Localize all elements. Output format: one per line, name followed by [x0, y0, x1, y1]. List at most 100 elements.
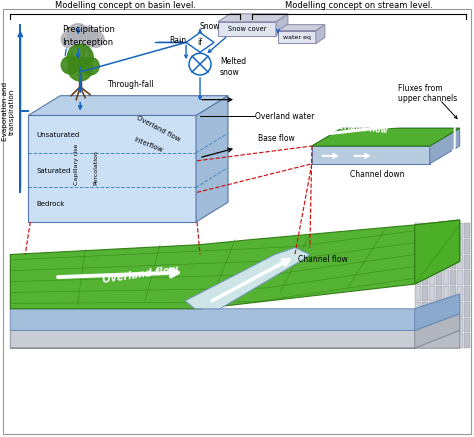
- Polygon shape: [428, 239, 435, 253]
- Polygon shape: [436, 223, 442, 238]
- Polygon shape: [456, 302, 463, 317]
- Polygon shape: [443, 286, 449, 301]
- Polygon shape: [10, 330, 460, 348]
- Polygon shape: [316, 24, 325, 43]
- Polygon shape: [456, 239, 463, 253]
- Polygon shape: [443, 271, 449, 285]
- Polygon shape: [464, 333, 470, 348]
- Text: Evaporation and
transpiration: Evaporation and transpiration: [2, 82, 15, 141]
- Polygon shape: [450, 286, 456, 301]
- Polygon shape: [443, 223, 449, 238]
- Polygon shape: [422, 302, 428, 317]
- Text: Rain: Rain: [170, 36, 187, 45]
- Text: Overland flow: Overland flow: [135, 114, 181, 142]
- Polygon shape: [464, 286, 470, 301]
- Polygon shape: [456, 333, 463, 348]
- Polygon shape: [415, 223, 421, 238]
- Polygon shape: [436, 271, 442, 285]
- Circle shape: [68, 57, 92, 81]
- Polygon shape: [436, 302, 442, 317]
- Polygon shape: [450, 302, 456, 317]
- Polygon shape: [422, 223, 428, 238]
- Polygon shape: [456, 318, 463, 333]
- Polygon shape: [456, 223, 463, 238]
- Polygon shape: [450, 333, 456, 348]
- Circle shape: [88, 31, 104, 47]
- Polygon shape: [428, 318, 435, 333]
- Circle shape: [61, 31, 79, 49]
- Circle shape: [75, 35, 91, 51]
- Polygon shape: [415, 286, 421, 301]
- Polygon shape: [450, 239, 456, 253]
- Polygon shape: [415, 271, 421, 285]
- Polygon shape: [10, 294, 460, 330]
- Text: Overland flow: Overland flow: [326, 121, 387, 135]
- Polygon shape: [464, 254, 470, 269]
- Text: water eq: water eq: [283, 35, 311, 40]
- Text: Modelling concept on stream level.: Modelling concept on stream level.: [285, 1, 433, 10]
- Text: Snow: Snow: [200, 22, 220, 31]
- Polygon shape: [428, 302, 435, 317]
- Circle shape: [67, 24, 89, 45]
- Polygon shape: [415, 302, 421, 317]
- Polygon shape: [186, 32, 214, 52]
- Polygon shape: [428, 333, 435, 348]
- Polygon shape: [422, 239, 428, 253]
- Text: Bedrock: Bedrock: [36, 201, 64, 207]
- Polygon shape: [450, 271, 456, 285]
- Polygon shape: [464, 271, 470, 285]
- Text: Interception: Interception: [63, 38, 114, 47]
- Polygon shape: [278, 31, 316, 43]
- Text: Overland water: Overland water: [255, 112, 314, 121]
- Polygon shape: [312, 146, 430, 164]
- Text: Through-fall: Through-fall: [108, 80, 155, 89]
- Polygon shape: [443, 239, 449, 253]
- Polygon shape: [443, 333, 449, 348]
- Text: Precipitation: Precipitation: [62, 25, 115, 34]
- Polygon shape: [415, 254, 421, 269]
- Polygon shape: [196, 96, 228, 222]
- Polygon shape: [436, 286, 442, 301]
- Polygon shape: [422, 333, 428, 348]
- Polygon shape: [218, 22, 276, 35]
- Polygon shape: [28, 96, 228, 115]
- Circle shape: [78, 27, 98, 46]
- Polygon shape: [415, 314, 460, 348]
- Polygon shape: [428, 271, 435, 285]
- Polygon shape: [312, 128, 460, 146]
- Polygon shape: [422, 254, 428, 269]
- Polygon shape: [415, 318, 421, 333]
- Text: Overland flow: Overland flow: [101, 264, 179, 284]
- Circle shape: [67, 45, 93, 70]
- Polygon shape: [415, 294, 460, 330]
- Polygon shape: [464, 239, 470, 253]
- Polygon shape: [443, 318, 449, 333]
- Text: Snow cover: Snow cover: [228, 26, 266, 31]
- Polygon shape: [10, 314, 460, 348]
- Polygon shape: [450, 318, 456, 333]
- Circle shape: [61, 56, 79, 74]
- Polygon shape: [428, 223, 435, 238]
- Polygon shape: [436, 254, 442, 269]
- Polygon shape: [428, 286, 435, 301]
- Polygon shape: [28, 115, 196, 222]
- Polygon shape: [10, 220, 460, 309]
- Polygon shape: [422, 318, 428, 333]
- Polygon shape: [415, 239, 421, 253]
- Circle shape: [81, 57, 99, 75]
- Text: Percolation: Percolation: [94, 150, 99, 185]
- Polygon shape: [276, 14, 288, 35]
- Polygon shape: [436, 333, 442, 348]
- Polygon shape: [436, 318, 442, 333]
- Polygon shape: [218, 14, 288, 22]
- Polygon shape: [464, 223, 470, 238]
- Text: Modelling concept on basin level.: Modelling concept on basin level.: [55, 1, 196, 10]
- Text: if: if: [198, 38, 202, 47]
- Text: Channel down: Channel down: [350, 170, 404, 179]
- Polygon shape: [430, 128, 460, 164]
- Polygon shape: [464, 302, 470, 317]
- Polygon shape: [456, 271, 463, 285]
- Text: Capillary rise: Capillary rise: [73, 144, 79, 185]
- Polygon shape: [422, 271, 428, 285]
- Polygon shape: [436, 239, 442, 253]
